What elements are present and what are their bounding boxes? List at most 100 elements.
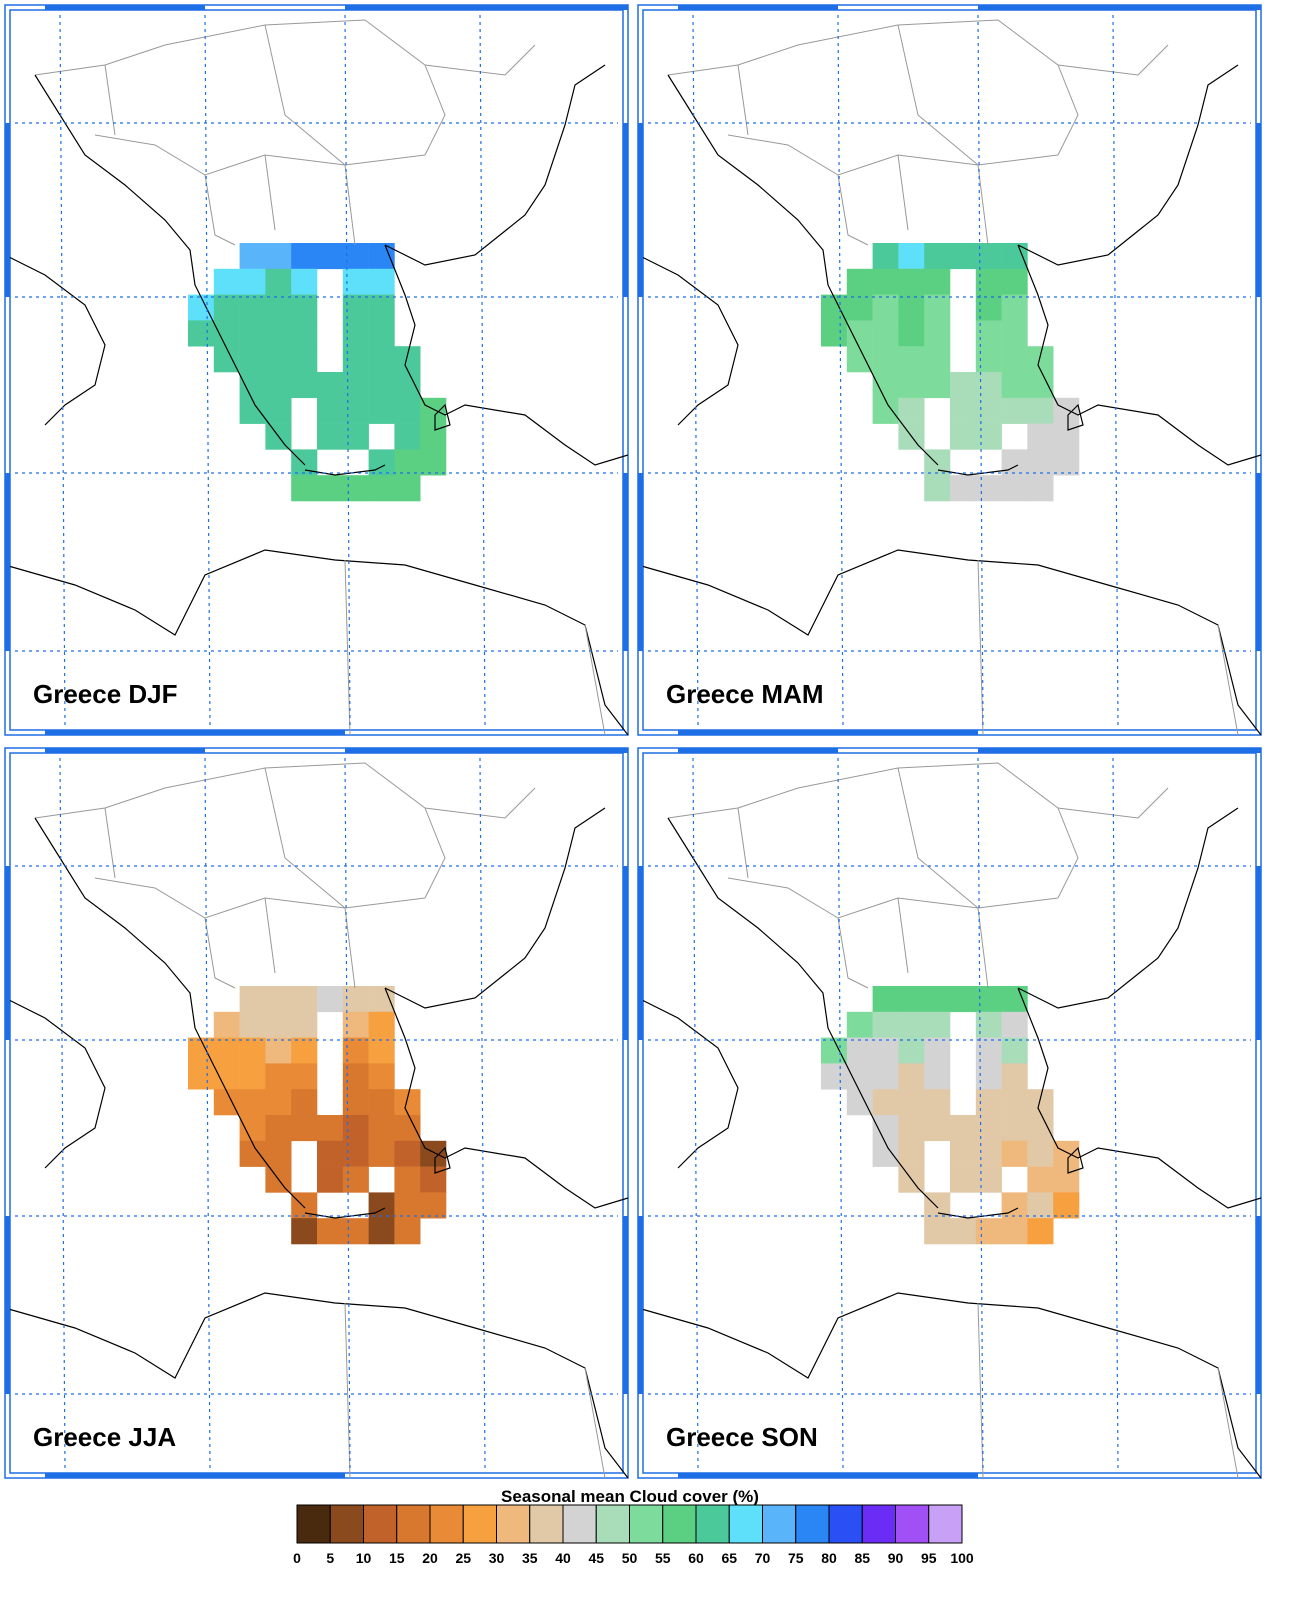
grid-cell <box>368 397 395 424</box>
grid-cell <box>394 1166 421 1193</box>
grid-cell <box>239 243 266 270</box>
grid-cell <box>239 1063 266 1090</box>
map-panel: Greece SON <box>637 747 1262 1479</box>
frame-tick <box>678 5 838 10</box>
grid-cell <box>368 294 395 321</box>
grid-cell <box>213 1063 240 1090</box>
grid-cell <box>368 449 395 476</box>
grid-cell <box>872 294 899 321</box>
grid-cell <box>291 372 318 399</box>
grid-cell <box>420 1192 447 1219</box>
grid-cell <box>239 1089 266 1116</box>
grid-cell <box>265 372 292 399</box>
grid-cell <box>950 423 977 450</box>
grid-cell <box>239 346 266 373</box>
grid-cell <box>821 320 848 347</box>
frame-tick <box>345 748 628 753</box>
grid-cell <box>213 1037 240 1064</box>
map-panel: Greece DJF <box>4 4 629 736</box>
colorbar-tick-label: 65 <box>721 1550 737 1566</box>
grid-cell <box>394 1140 421 1167</box>
grid-cell <box>924 1115 951 1142</box>
grid-cell <box>924 243 951 270</box>
colorbar-swatch <box>363 1504 398 1544</box>
grid-cell <box>317 475 344 502</box>
frame-tick <box>623 866 628 1040</box>
grid-cell <box>317 372 344 399</box>
grid-cell <box>1001 1089 1028 1116</box>
grid-cell <box>342 397 369 424</box>
grid-cell <box>265 397 292 424</box>
grid-cell <box>898 1037 925 1064</box>
grid-cell <box>821 1063 848 1090</box>
grid-cell <box>394 372 421 399</box>
colorbar-swatch <box>329 1504 364 1544</box>
grid-cell <box>368 1011 395 1038</box>
grid-cell <box>898 1115 925 1142</box>
grid-cell <box>950 372 977 399</box>
grid-cell <box>1001 346 1028 373</box>
grid-cell <box>1053 397 1080 424</box>
grid-cell <box>265 1011 292 1038</box>
grid-cell <box>368 372 395 399</box>
grid-cell <box>291 1063 318 1090</box>
colorbar-swatch <box>529 1504 564 1544</box>
grid-cell <box>213 268 240 295</box>
grid-cell <box>420 449 447 476</box>
grid-cell <box>213 1011 240 1038</box>
frame-tick <box>623 473 628 651</box>
grid-cell <box>368 475 395 502</box>
grid-cell <box>872 320 899 347</box>
grid-cell <box>872 1011 899 1038</box>
frame-tick <box>345 5 628 10</box>
grid-cell <box>342 1140 369 1167</box>
frame-tick <box>978 5 1261 10</box>
colorbar-tick-label: 55 <box>655 1550 671 1566</box>
grid-cell <box>213 294 240 321</box>
grid-cell <box>898 268 925 295</box>
grid-cell <box>291 986 318 1013</box>
grid-cell <box>1027 346 1054 373</box>
grid-cell <box>368 1218 395 1245</box>
grid-cell <box>950 1140 977 1167</box>
colorbar-tick-label: 15 <box>389 1550 405 1566</box>
colorbar-swatch <box>396 1504 431 1544</box>
grid-cell <box>265 268 292 295</box>
grid-cell <box>872 243 899 270</box>
grid-cell <box>188 1037 215 1064</box>
grid-cell <box>291 268 318 295</box>
colorbar-tick-label: 95 <box>921 1550 937 1566</box>
grid-cell <box>368 1063 395 1090</box>
grid-cell <box>265 294 292 321</box>
frame-tick <box>5 1216 10 1394</box>
colorbar-swatch <box>496 1504 531 1544</box>
grid-cell <box>317 423 344 450</box>
grid-cell <box>872 986 899 1013</box>
colorbar-swatch <box>795 1504 830 1544</box>
grid-cell <box>950 1166 977 1193</box>
frame-tick <box>638 866 643 1040</box>
grid-cell <box>898 397 925 424</box>
panel-title: Greece DJF <box>33 679 178 709</box>
grid-cell <box>846 1037 873 1064</box>
frame-tick <box>5 866 10 1040</box>
frame-tick <box>45 748 205 753</box>
grid-cell <box>898 1011 925 1038</box>
colorbar-tick-label: 35 <box>522 1550 538 1566</box>
colorbar-tick-label: 70 <box>755 1550 771 1566</box>
grid-cell <box>1027 1089 1054 1116</box>
grid-cell <box>1001 1115 1028 1142</box>
grid-cell <box>188 1063 215 1090</box>
colorbar-tick-label: 80 <box>821 1550 837 1566</box>
frame-tick <box>45 730 345 735</box>
grid-cell <box>239 372 266 399</box>
colorbar-swatch <box>861 1504 896 1544</box>
grid-cell <box>291 346 318 373</box>
grid-cell <box>846 1089 873 1116</box>
grid-cell <box>846 294 873 321</box>
grid-cell <box>213 346 240 373</box>
grid-cell <box>368 1089 395 1116</box>
grid-cell <box>924 294 951 321</box>
grid-cell <box>291 1011 318 1038</box>
